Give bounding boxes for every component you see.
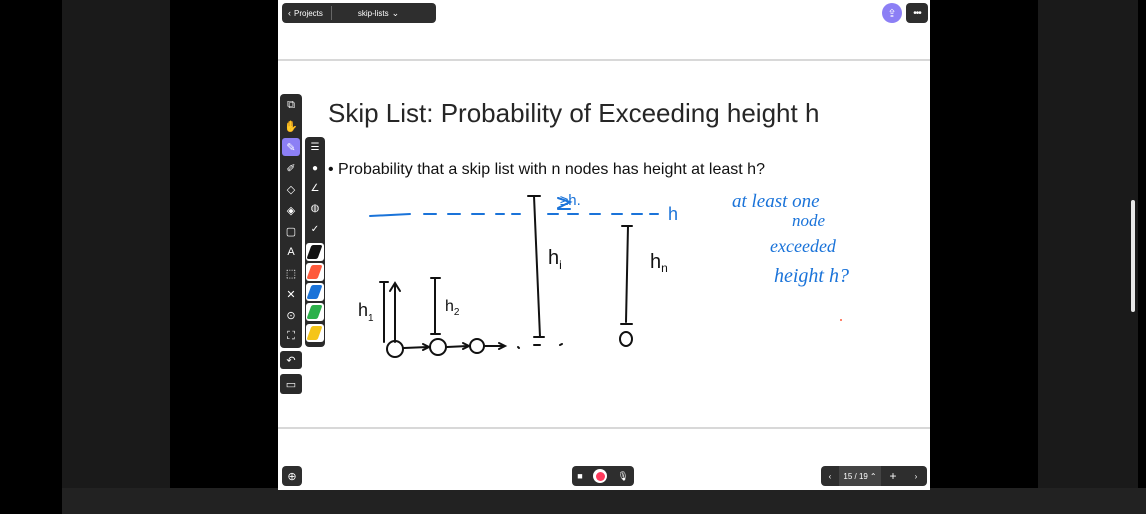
threshold-label: ≥h. [560,192,581,209]
chevron-left-icon: ‹ [288,7,291,18]
svg-text:exceeded: exceeded [770,236,837,256]
back-button[interactable]: ‹ Projects [282,3,331,23]
threshold-line [369,197,659,217]
divider [330,6,332,20]
slide-top-border [278,59,930,61]
page-navigation: ‹ 15 / 19 ⌃ + › [821,466,927,486]
check-icon[interactable]: ✓ [310,223,320,235]
shapes-icon[interactable]: ▢ [285,225,297,238]
bullet-text: Probability that a skip list with n node… [338,161,765,178]
scrollbar-thumb[interactable] [1131,200,1135,312]
crop-icon[interactable]: ⛶ [287,329,295,342]
eraser-icon[interactable]: ◇ [286,183,296,196]
hand-icon[interactable]: ✋ [284,120,298,133]
back-label: Projects [294,8,323,18]
left-margin [62,0,170,488]
h1-label: h1 [358,300,374,324]
toolbar: ⧉ ✋ ✎ ✐ ◇ ◈ ▢ A ⬚ ✕ ⊙ ⛶ [280,94,302,348]
chevron-right-icon[interactable]: › [914,471,918,481]
bottom-strip [62,488,1146,514]
slide-title: Skip List: Probability of Exceeding heig… [328,98,820,128]
pen-icon[interactable]: ✎ [282,138,300,156]
document-title: skip-lists [357,8,389,18]
share-icon[interactable]: ⇪ [882,3,902,23]
microphone-icon[interactable]: 🎙 [617,470,629,481]
highlighter-icon[interactable]: ✐ [286,162,296,175]
whiteboard-app: ‹ Projects skip-lists ⌄ ⇪ ••• Skip List:… [278,0,930,490]
panel-icon[interactable]: ▭ [280,374,302,394]
record-icon [595,471,605,481]
pen-color-black[interactable] [306,243,324,261]
add-page-button[interactable]: + [889,469,897,483]
slide-bottom-border [278,427,930,429]
page-indicator[interactable]: 15 / 19 ⌃ [839,466,881,486]
pen-color-green[interactable] [306,303,324,321]
h2-label: h2 [445,298,460,318]
chevron-up-icon: ⌃ [869,471,877,481]
text-icon[interactable]: A [287,246,295,258]
top-bar: ‹ Projects skip-lists ⌄ ⇪ ••• [278,0,930,28]
svg-text:node: node [792,211,826,230]
pen-color-blue[interactable] [306,283,324,301]
pen-color-red[interactable] [306,263,324,281]
svg-text:height h?: height h? [774,265,849,287]
handwritten-note: at least one node exceeded height h? [732,191,849,287]
pen-options: ☰ ● ∠ ◍ ✓ [305,137,325,347]
fill-icon[interactable]: ◈ [286,204,296,217]
nav-pill: ‹ Projects skip-lists ⌄ [282,3,436,23]
curve-icon[interactable]: ∠ [310,182,320,194]
svg-text:at least one: at least one [732,191,820,212]
laser-icon[interactable]: ⊙ [286,309,296,322]
camera-icon[interactable]: ■ [577,471,583,481]
opacity-icon[interactable]: ◍ [310,202,320,214]
hi-label: hi [548,247,562,272]
chevron-left-icon[interactable]: ‹ [828,471,832,481]
undo-icon[interactable]: ↶ [280,351,302,369]
h-label: h [668,204,678,224]
ink-layer: ≥h. h h1 h2 hi hn at least one node exce… [358,191,849,358]
pen-color-yellow[interactable] [306,324,324,342]
document-title-button[interactable]: skip-lists ⌄ [332,3,399,23]
media-controls: ■ 🎙 [572,466,634,486]
stroke-size-icon[interactable]: ● [311,162,319,174]
zoom-icon[interactable]: ⊕ [282,466,302,486]
record-button[interactable] [593,469,607,483]
slide-bullet: • Probability that a skip list with n no… [328,161,765,178]
close-icon[interactable]: ✕ [286,288,296,301]
hn-label: hn [650,251,668,275]
select-icon[interactable]: ⧉ [287,98,295,111]
lasso-icon[interactable]: ⬚ [285,267,297,280]
page-indicator-text: 15 / 19 [843,471,868,481]
chevron-down-icon: ⌄ [391,7,400,18]
stray-dot [840,319,842,321]
right-margin [1038,0,1138,488]
node-towers [379,195,633,358]
menu-icon[interactable]: ☰ [310,141,320,153]
more-icon[interactable]: ••• [906,3,928,23]
